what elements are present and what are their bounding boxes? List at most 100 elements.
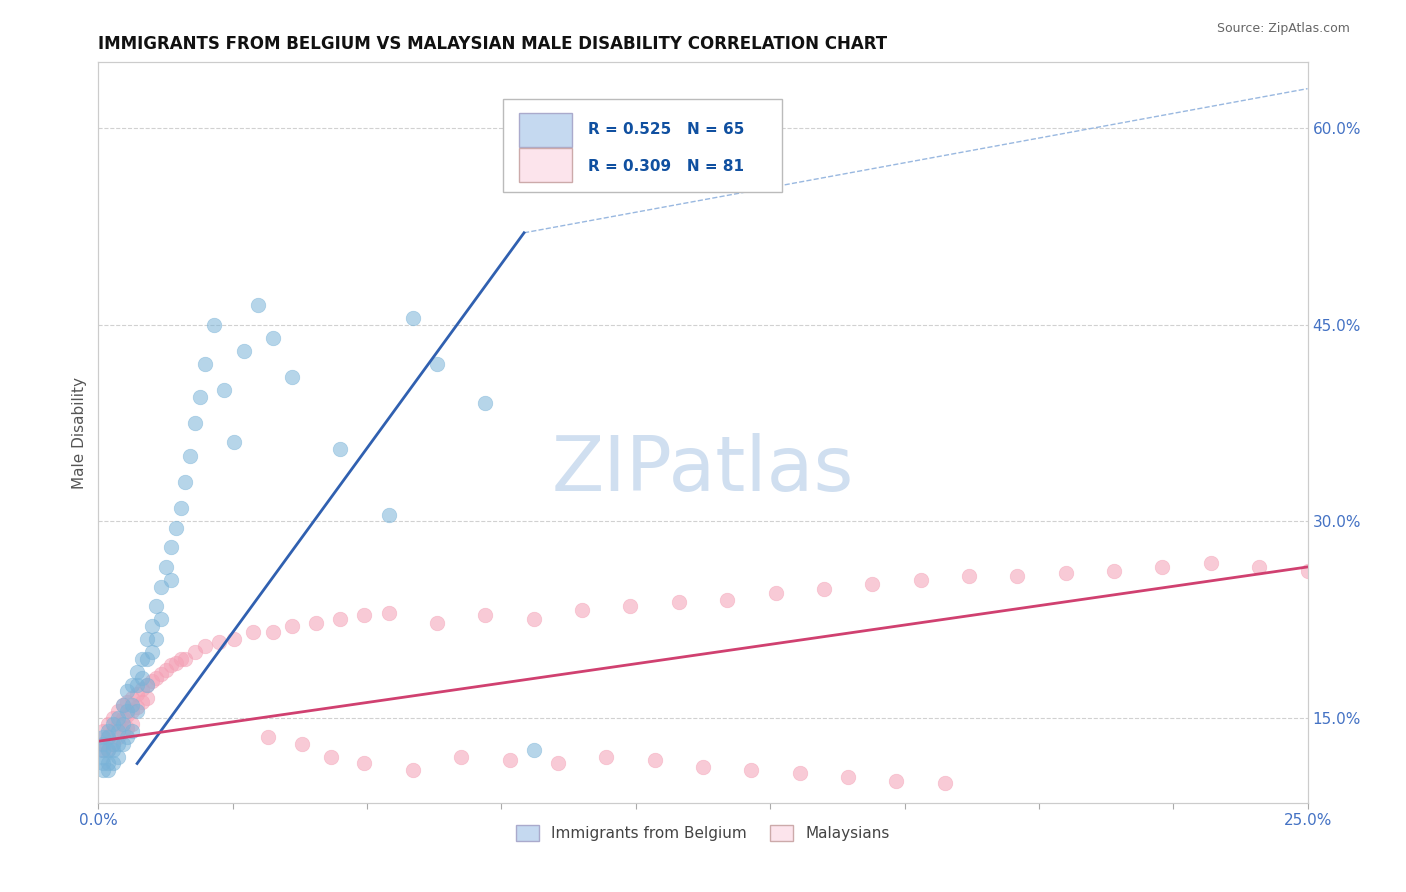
Point (934, 776, 956, 790)
Point (174, 475, 197, 489)
Point (145, 632, 167, 646)
Point (242, 625, 264, 640)
Point (117, 721, 139, 735)
Point (212, 383, 235, 397)
Point (184, 416, 207, 430)
Point (101, 756, 124, 771)
Point (101, 743, 124, 757)
Point (91, 737, 114, 751)
Point (290, 737, 312, 751)
Point (813, 582, 835, 597)
Point (121, 723, 143, 738)
Point (644, 753, 666, 767)
Point (247, 298, 270, 312)
Point (127, 665, 149, 679)
Point (131, 695, 153, 709)
Legend: Immigrants from Belgium, Malaysians: Immigrants from Belgium, Malaysians (510, 819, 896, 847)
Point (91, 743, 114, 757)
Point (204, 318, 226, 332)
Point (329, 612, 352, 626)
Point (127, 678, 149, 692)
Point (101, 711, 124, 725)
Point (141, 673, 163, 688)
Point (208, 634, 231, 648)
Point (107, 711, 129, 725)
Point (789, 765, 811, 780)
Point (101, 723, 124, 738)
Point (1199, 556, 1222, 570)
Point (160, 573, 183, 587)
FancyBboxPatch shape (519, 148, 572, 182)
Point (402, 763, 425, 777)
Point (141, 645, 163, 659)
Point (262, 625, 284, 640)
Point (155, 560, 177, 574)
Point (91, 763, 114, 777)
Point (131, 671, 153, 685)
Text: ZIPatlas: ZIPatlas (551, 433, 855, 507)
Point (97, 743, 120, 757)
Point (97, 723, 120, 738)
Point (329, 442, 352, 456)
Point (222, 435, 245, 450)
Point (281, 370, 304, 384)
Text: Source: ZipAtlas.com: Source: ZipAtlas.com (1216, 22, 1350, 36)
Point (498, 753, 520, 767)
Point (101, 737, 124, 751)
Point (353, 608, 375, 623)
Point (121, 704, 143, 718)
Point (194, 639, 217, 653)
Point (91, 737, 114, 751)
Point (188, 390, 211, 404)
Point (174, 651, 197, 665)
Point (668, 595, 690, 609)
Point (716, 592, 738, 607)
Point (97, 763, 120, 777)
Point (179, 449, 201, 463)
Point (111, 737, 134, 751)
Point (1007, 569, 1029, 583)
Point (1296, 564, 1319, 578)
Point (910, 573, 932, 587)
Point (402, 310, 425, 325)
Point (107, 737, 129, 751)
FancyBboxPatch shape (503, 99, 782, 192)
Point (860, 577, 883, 591)
Point (165, 521, 187, 535)
Point (97, 731, 120, 745)
Point (107, 750, 129, 764)
Point (107, 731, 129, 745)
Point (1249, 560, 1271, 574)
Point (135, 632, 157, 646)
Point (837, 770, 859, 784)
Point (184, 645, 207, 659)
Point (127, 704, 149, 718)
Point (169, 500, 191, 515)
Point (1152, 560, 1174, 574)
Point (377, 508, 399, 522)
Point (595, 750, 617, 764)
Point (117, 704, 139, 718)
Point (107, 723, 129, 738)
Point (127, 687, 149, 701)
Point (692, 760, 714, 774)
FancyBboxPatch shape (519, 112, 572, 147)
Y-axis label: Male Disability: Male Disability (72, 376, 87, 489)
Point (765, 586, 787, 600)
Point (117, 695, 139, 709)
Point (121, 698, 143, 712)
Point (121, 678, 143, 692)
Point (97, 731, 120, 745)
Point (121, 690, 143, 705)
Text: R = 0.309   N = 81: R = 0.309 N = 81 (588, 159, 744, 174)
Point (150, 612, 173, 626)
Point (256, 731, 278, 745)
Point (426, 616, 449, 631)
Point (450, 750, 472, 764)
Point (91, 750, 114, 764)
Point (135, 678, 157, 692)
Point (353, 756, 375, 771)
Text: R = 0.525   N = 65: R = 0.525 N = 65 (588, 121, 745, 136)
Point (1102, 564, 1125, 578)
Point (377, 606, 399, 620)
